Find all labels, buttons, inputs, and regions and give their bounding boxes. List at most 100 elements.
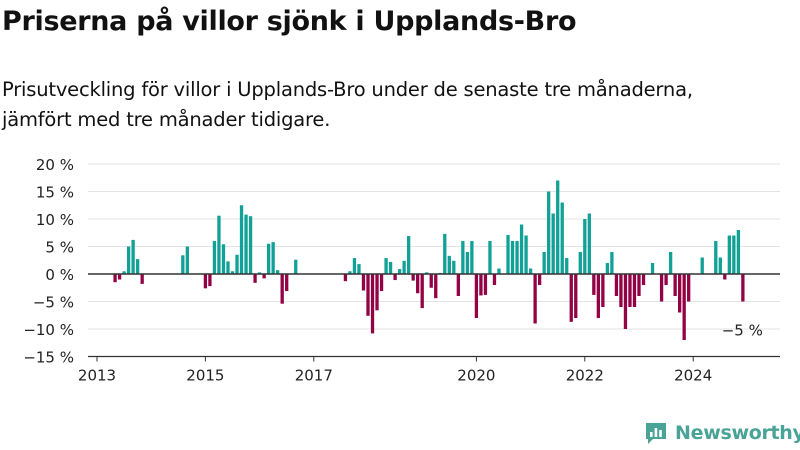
bar bbox=[384, 258, 388, 274]
page-title: Priserna på villor sjönk i Upplands-Bro bbox=[2, 6, 577, 37]
bar bbox=[659, 274, 664, 302]
bar bbox=[556, 180, 560, 274]
bar bbox=[673, 274, 677, 296]
bar bbox=[641, 274, 646, 285]
bar bbox=[397, 269, 402, 274]
bar bbox=[574, 274, 578, 318]
bar bbox=[452, 260, 456, 274]
bar bbox=[619, 274, 623, 307]
bar bbox=[416, 274, 420, 294]
bar bbox=[714, 241, 718, 274]
x-tick-label: 2022 bbox=[566, 367, 604, 385]
bar bbox=[185, 246, 189, 274]
bar bbox=[407, 236, 411, 274]
bar bbox=[257, 272, 262, 274]
bar bbox=[388, 261, 393, 274]
bar bbox=[434, 274, 438, 299]
bar bbox=[443, 233, 447, 274]
bar bbox=[181, 255, 185, 274]
bar bbox=[140, 274, 144, 284]
bar bbox=[727, 235, 731, 274]
bar bbox=[605, 263, 610, 274]
bar bbox=[537, 274, 542, 285]
newsworthy-logo-icon bbox=[644, 421, 668, 445]
bar bbox=[239, 205, 244, 274]
x-tick-label: 2015 bbox=[186, 367, 224, 385]
bar bbox=[583, 219, 587, 274]
bar bbox=[212, 241, 217, 274]
bar bbox=[497, 268, 501, 274]
y-tick-label: 10 % bbox=[36, 211, 74, 229]
bar bbox=[370, 274, 375, 334]
bar bbox=[682, 274, 686, 340]
bar bbox=[741, 274, 745, 302]
y-tick-label: 15 % bbox=[36, 184, 74, 202]
bar bbox=[294, 259, 298, 274]
bar bbox=[285, 274, 289, 292]
x-tick-label: 2017 bbox=[295, 367, 333, 385]
bar bbox=[447, 255, 451, 274]
subtitle-line-2: jämfört med tre månader tidigare. bbox=[2, 108, 331, 131]
bar bbox=[569, 274, 573, 322]
x-tick-label: 2013 bbox=[78, 367, 116, 385]
bar bbox=[470, 241, 474, 274]
bar bbox=[687, 274, 691, 302]
bar bbox=[429, 274, 433, 288]
bar bbox=[361, 274, 366, 291]
bar bbox=[650, 263, 655, 274]
bar bbox=[524, 235, 528, 274]
bar bbox=[393, 274, 397, 281]
chart-subtitle: Prisutveckling för villor i Upplands-Bro… bbox=[2, 75, 798, 135]
bar bbox=[542, 252, 546, 274]
bar bbox=[226, 261, 230, 274]
bar bbox=[628, 274, 632, 307]
bar bbox=[678, 274, 682, 313]
bar bbox=[637, 274, 641, 296]
y-tick-label: −5 % bbox=[33, 294, 74, 312]
bar bbox=[456, 274, 460, 296]
bar bbox=[488, 241, 492, 274]
bar bbox=[601, 274, 605, 307]
bar bbox=[230, 271, 235, 274]
bar bbox=[614, 274, 619, 296]
bar bbox=[348, 271, 352, 274]
bar bbox=[592, 274, 596, 295]
bar bbox=[402, 260, 406, 274]
latest-value-annotation: −5 % bbox=[722, 322, 763, 340]
bar bbox=[136, 259, 140, 274]
bar bbox=[221, 244, 226, 274]
bar bbox=[479, 274, 483, 296]
bar bbox=[492, 274, 497, 285]
bar bbox=[271, 242, 275, 274]
bar bbox=[565, 258, 569, 274]
bar bbox=[664, 274, 668, 285]
bar bbox=[465, 252, 470, 274]
bar bbox=[217, 215, 221, 274]
bar bbox=[515, 241, 519, 274]
bar bbox=[723, 274, 727, 280]
bar bbox=[248, 216, 253, 274]
bar bbox=[425, 272, 429, 274]
bar bbox=[461, 241, 465, 274]
bar bbox=[122, 271, 126, 274]
bar bbox=[262, 274, 266, 279]
bar bbox=[533, 274, 537, 324]
y-tick-label: 5 % bbox=[45, 239, 74, 257]
bar bbox=[596, 274, 600, 318]
bar bbox=[411, 274, 415, 281]
bar bbox=[668, 252, 673, 274]
bar bbox=[379, 274, 384, 292]
y-tick-label: −15 % bbox=[23, 349, 74, 367]
bar bbox=[718, 257, 722, 274]
y-tick-label: 20 % bbox=[36, 156, 74, 174]
bar bbox=[519, 224, 524, 274]
y-tick-label: −10 % bbox=[23, 321, 74, 339]
bar bbox=[700, 257, 704, 274]
bar bbox=[623, 274, 628, 329]
bar bbox=[235, 254, 239, 274]
y-tick-label: 0 % bbox=[45, 266, 74, 284]
bar bbox=[610, 252, 614, 274]
brand-name: Newsworthy bbox=[675, 422, 800, 444]
bar bbox=[547, 191, 551, 274]
